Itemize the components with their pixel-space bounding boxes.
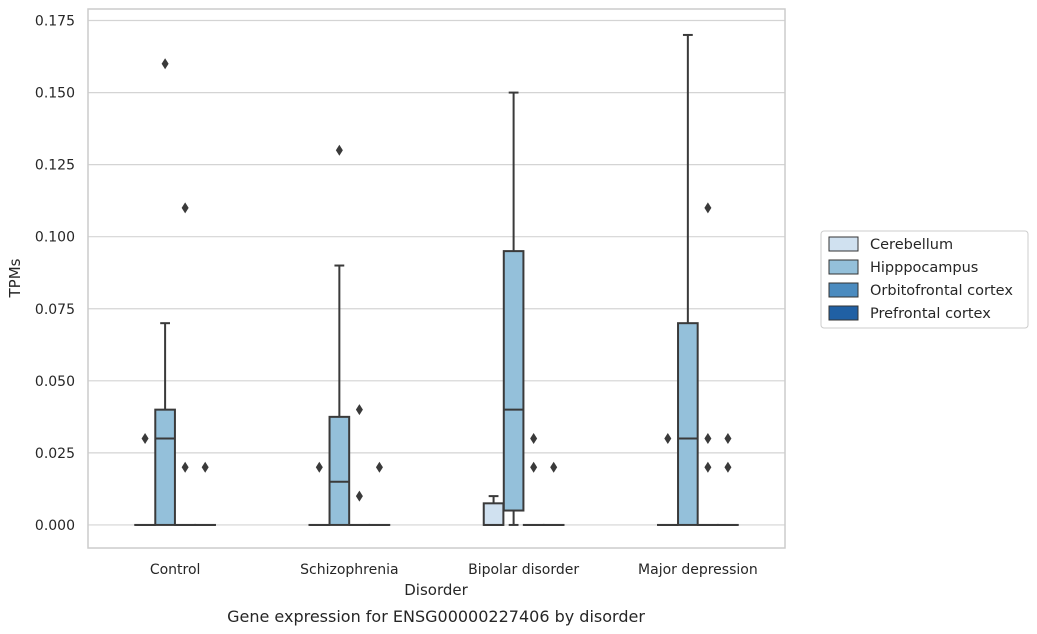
outlier-point	[724, 432, 732, 444]
plot-frame	[87, 8, 786, 549]
legend-swatch	[828, 282, 859, 298]
outlier-point	[315, 461, 323, 473]
box	[677, 322, 699, 526]
box-group	[328, 144, 351, 526]
y-tick-label: 0.025	[35, 446, 75, 462]
outlier-point	[161, 58, 169, 70]
box	[482, 502, 505, 526]
box-group	[502, 91, 525, 526]
outlier-point	[181, 202, 189, 214]
y-tick-label: 0.125	[35, 158, 75, 174]
x-tick-label: Control	[150, 562, 201, 578]
x-axis-label: Disorder	[404, 581, 468, 599]
outlier-point	[530, 432, 538, 444]
box-group	[368, 461, 391, 526]
outlier-point	[355, 404, 363, 416]
plot-marks	[134, 33, 739, 526]
outlier-point	[664, 432, 672, 444]
outlier-point	[181, 461, 189, 473]
outlier-point	[704, 202, 712, 214]
box-group	[542, 461, 565, 526]
legend-swatch	[828, 305, 859, 321]
box-group	[697, 202, 719, 526]
outlier-point	[550, 461, 558, 473]
legend-label: Cerebellum	[870, 237, 953, 253]
box	[502, 250, 525, 512]
y-axis-label: TPMs	[6, 258, 24, 298]
box-group	[482, 495, 505, 526]
legend-label: Orbitofrontal cortex	[870, 283, 1013, 299]
y-tick-label: 0.100	[35, 230, 75, 246]
box	[328, 415, 351, 526]
outlier-point	[355, 490, 363, 502]
legend-swatch	[828, 236, 859, 252]
legend-label: Hipppocampus	[870, 260, 978, 276]
y-tick-label: 0.050	[35, 374, 75, 390]
box-group	[717, 432, 739, 526]
y-tick-label: 0.150	[35, 86, 75, 102]
outlier-point	[530, 461, 538, 473]
outlier-point	[724, 461, 732, 473]
outlier-point	[704, 432, 712, 444]
x-tick-label: Major depression	[638, 562, 758, 578]
legend-frame	[820, 230, 1029, 329]
x-tick-label: Bipolar disorder	[468, 562, 579, 578]
legend: Cerebellum Hipppocampus Orbitofrontal cort…	[820, 230, 1029, 329]
outlier-point	[201, 461, 209, 473]
box-group	[677, 33, 699, 526]
outlier-point	[335, 144, 343, 156]
outlier-point	[704, 461, 712, 473]
y-tick-label: 0.000	[35, 518, 75, 534]
y-tick-label: 0.075	[35, 302, 75, 318]
legend-swatch	[828, 259, 859, 275]
box-group	[154, 58, 176, 526]
x-tick-label: Schizophrenia	[300, 562, 398, 578]
outlier-point	[375, 461, 383, 473]
outlier-point	[141, 432, 149, 444]
box-group	[194, 461, 217, 526]
legend-label: Prefrontal cortex	[870, 306, 991, 322]
box	[154, 408, 176, 526]
y-tick-label: 0.175	[35, 14, 75, 30]
x-tick-labels: Control Schizophrenia Bipolar disorder Majo…	[150, 562, 758, 578]
y-tick-labels: 0.000 0.025 0.050 0.075 0.100 0.125 0.150 0.175	[35, 14, 75, 534]
chart-caption: Gene expression for ENSG00000227406 by d…	[227, 607, 645, 626]
